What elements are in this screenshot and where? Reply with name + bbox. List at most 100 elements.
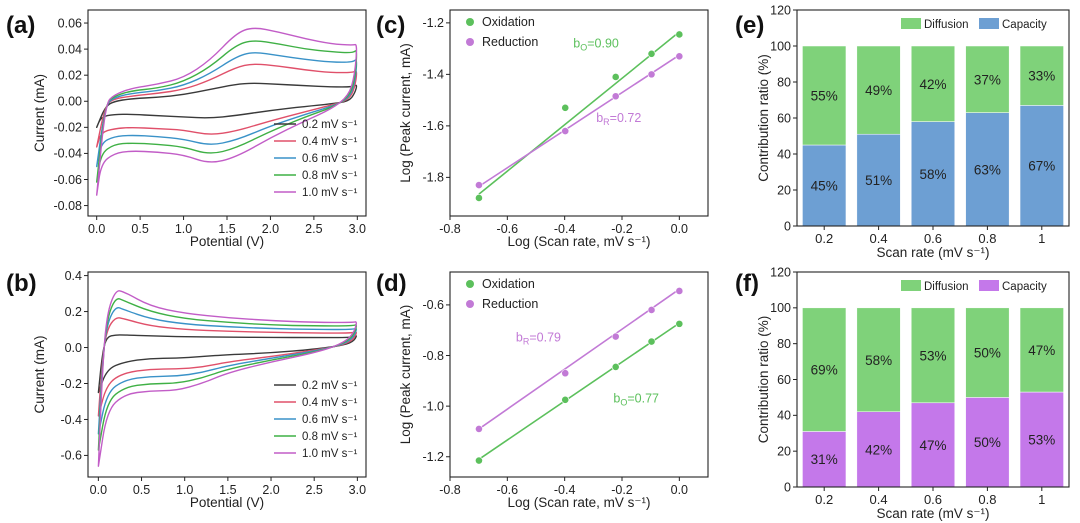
- chart-e-bar-capacity: [965, 112, 1010, 227]
- chart-e-bar-label-diffusion: 42%: [919, 77, 946, 92]
- chart-panel-a: -0.08 -0.06 -0.04 -0.02 0.00 0.02 0.04 0.06 0.0 0…: [0, 0, 372, 262]
- chart-f-bar-capacity: [910, 402, 956, 488]
- chart-panel-c: -1.8 -1.6 -1.4 -1.2 -0.8 -0.6 -0.4 -0.2 0.0 Log (…: [372, 0, 732, 262]
- chart-f-bar-diffusion: [856, 307, 901, 412]
- chart-c-slope-annotation-1: bR=0.72: [596, 111, 641, 127]
- chart-d-ytick-label: -1.0: [422, 399, 444, 413]
- chart-f-legend-label-capacity: Capacity: [1002, 281, 1047, 293]
- chart-b-ytick-label: -0.6: [60, 449, 82, 463]
- annotation-subscript: O: [580, 42, 587, 52]
- chart-d-ytick-label: -0.6: [422, 298, 444, 312]
- chart-d-fit-line-oxidation: [478, 322, 680, 460]
- chart-b-ytick-label: -0.2: [60, 377, 82, 391]
- chart-d-xtick-label: -0.6: [497, 483, 519, 497]
- chart-b-x-axis-title: Potential (V): [190, 495, 264, 510]
- chart-a-legend-label-2: 0.6 mV s⁻¹: [302, 153, 357, 165]
- chart-c-slope-annotation-0: bO=0.90: [573, 36, 619, 52]
- chart-b-xtick-label: 0.0: [90, 483, 107, 497]
- chart-d-legend-marker-0: [466, 280, 474, 288]
- chart-f-legend-label-diffusion: Diffusion: [924, 281, 969, 293]
- chart-a-legend-label-0: 0.2 mV s⁻¹: [302, 119, 357, 131]
- chart-e-ytick-label: 120: [770, 3, 791, 17]
- chart-c-point-oxidation: [647, 49, 656, 58]
- chart-f-bar-label-diffusion: 53%: [919, 348, 946, 363]
- chart-c-ytick-label: -1.6: [422, 119, 444, 133]
- annotation-base: b: [573, 36, 580, 50]
- chart-e-bar-capacity: [802, 144, 847, 227]
- chart-a-ytick-label: 0.02: [58, 68, 82, 82]
- chart-e-bar-capacity: [1019, 105, 1064, 227]
- chart-e-bar-label-capacity: 58%: [919, 167, 946, 182]
- chart-f-ytick-label: 40: [777, 409, 791, 423]
- chart-c-ytick-label: -1.2: [422, 16, 444, 30]
- chart-c-xtick-label: -0.6: [497, 222, 519, 236]
- chart-panel-e: 45% 55% 51% 49% 58% 42% 63% 37% 67% 33% 0 20 40 60 80 1…: [732, 0, 1080, 262]
- chart-d-point-reduction: [561, 369, 570, 378]
- chart-a-ytick-label: -0.04: [54, 147, 83, 161]
- chart-d-xtick-label: 0.0: [671, 483, 688, 497]
- chart-c-point-reduction: [561, 127, 570, 135]
- annotation-value: =0.90: [587, 36, 619, 50]
- chart-c-xtick-label: -0.8: [439, 222, 461, 236]
- chart-a-ytick-label: 0.06: [58, 16, 82, 30]
- chart-c-plot-frame: [449, 9, 709, 217]
- chart-e-bar-diffusion: [802, 45, 847, 146]
- chart-b-ytick-label: 0.4: [65, 269, 82, 283]
- chart-c-point-reduction: [611, 92, 620, 101]
- chart-f-x-axis-title: Scan rate (mV s⁻¹): [877, 506, 990, 521]
- chart-b-ytick-label: 0.2: [65, 305, 82, 319]
- panel-label-e: (e): [735, 12, 765, 39]
- chart-d-point-oxidation: [475, 456, 483, 465]
- annotation-base: b: [613, 391, 620, 405]
- chart-e-bar-label-capacity: 51%: [865, 173, 892, 188]
- chart-c-point-reduction: [647, 70, 656, 79]
- chart-panel-d: -1.2 -1.0 -0.8 -0.6 -0.8 -0.6 -0.4 -0.2 0.0 Log (…: [372, 262, 732, 523]
- chart-f-bar-capacity: [965, 397, 1010, 488]
- annotation-subscript: R: [603, 117, 610, 127]
- chart-e-xtick-label: 0.4: [870, 231, 888, 246]
- chart-b-legend-label-4: 1.0 mV s⁻¹: [302, 448, 357, 460]
- panel-label-f: (f): [735, 270, 759, 297]
- chart-e-ytick-label: 20: [777, 183, 791, 197]
- chart-a-xtick-label: 2.5: [305, 222, 322, 236]
- chart-f-ytick-label: 60: [777, 373, 791, 387]
- chart-a-xtick-label: 1.0: [175, 222, 192, 236]
- chart-e-bar-diffusion: [856, 45, 901, 135]
- chart-e-bar-diffusion: [1019, 45, 1064, 106]
- chart-c-xtick-label: 0.0: [671, 222, 688, 236]
- chart-e-ytick-label: 100: [770, 39, 791, 53]
- chart-b-xtick-label: 2.5: [306, 483, 323, 497]
- chart-d-y-axis-title: Log (Peak current, mA): [398, 305, 413, 445]
- chart-d-point-oxidation: [647, 337, 656, 346]
- chart-d-x-axis-title: Log (Scan rate, mV s⁻¹): [508, 495, 651, 510]
- chart-f-bar-label-diffusion: 47%: [1028, 343, 1055, 358]
- chart-b-legend-label-0: 0.2 mV s⁻¹: [302, 380, 357, 392]
- chart-e-bar-diffusion: [910, 45, 956, 122]
- chart-f-xtick-label: 0.4: [870, 492, 888, 507]
- chart-f-ytick-label: 80: [777, 337, 791, 351]
- chart-c-xtick-label: -0.2: [611, 222, 633, 236]
- chart-c-point-oxidation: [611, 73, 620, 81]
- chart-a-cv-curve-4: [96, 27, 358, 196]
- chart-d-xtick-label: -0.4: [554, 483, 576, 497]
- chart-d-ytick-label: -1.2: [422, 450, 444, 464]
- chart-c-fit-line-reduction: [478, 54, 680, 188]
- chart-b-xtick-label: 1.5: [219, 483, 236, 497]
- chart-e-bar-label-diffusion: 37%: [974, 72, 1001, 87]
- chart-b-xtick-label: 3.0: [349, 483, 366, 497]
- chart-a-ytick-label: -0.06: [54, 173, 83, 187]
- chart-a-y-axis-title: Current (mA): [32, 74, 47, 152]
- chart-b-legend-label-3: 0.8 mV s⁻¹: [302, 431, 357, 443]
- chart-d-point-reduction: [675, 287, 684, 295]
- chart-f-bar-diffusion: [802, 307, 847, 432]
- chart-a-xtick-label: 2.0: [262, 222, 279, 236]
- chart-c-legend-label-0: Oxidation: [482, 15, 535, 29]
- chart-e-bar-diffusion: [965, 45, 1010, 113]
- chart-a-cv-curve-2: [96, 52, 358, 168]
- chart-a-cv-curve-3: [96, 40, 358, 183]
- chart-c-legend-marker-1: [466, 38, 474, 46]
- chart-a-plot-frame: [87, 9, 367, 217]
- chart-f-bar-diffusion: [1019, 307, 1064, 393]
- chart-e-ytick-label: 0: [784, 219, 791, 233]
- chart-f-ytick-label: 120: [770, 265, 791, 279]
